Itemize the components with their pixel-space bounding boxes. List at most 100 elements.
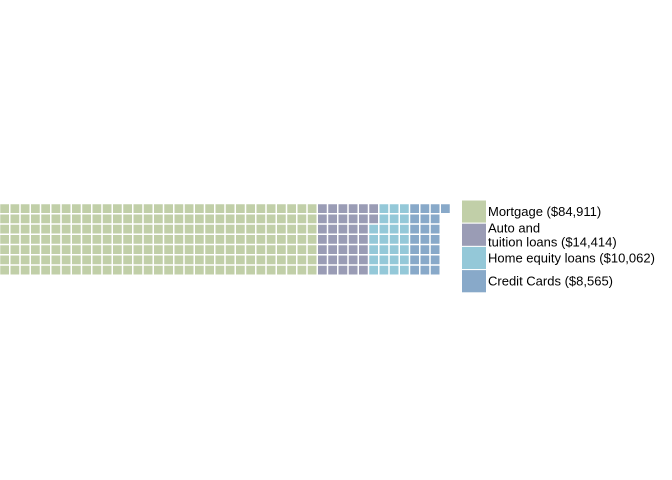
waffle-square-1 <box>236 235 245 244</box>
waffle-square-1 <box>0 255 9 265</box>
waffle-square-1 <box>297 235 307 244</box>
waffle-square-1 <box>215 255 225 265</box>
waffle-square-1 <box>133 224 143 234</box>
waffle-square-1 <box>225 224 235 234</box>
waffle-square-2 <box>359 204 368 213</box>
waffle-square-2 <box>318 265 327 275</box>
waffle-square-1 <box>123 265 132 275</box>
waffle-square-1 <box>123 255 132 265</box>
waffle-square-4 <box>410 235 419 244</box>
waffle-square-1 <box>154 265 163 275</box>
waffle-square-3 <box>400 235 409 244</box>
waffle-square-1 <box>0 214 9 224</box>
waffle-square-1 <box>0 245 9 254</box>
waffle-square-1 <box>277 235 286 244</box>
waffle-square-4 <box>430 255 440 265</box>
waffle-square-2 <box>318 224 327 234</box>
waffle-square-1 <box>174 265 184 275</box>
waffle-square-2 <box>338 245 348 254</box>
waffle-square-1 <box>72 224 81 234</box>
waffle-square-1 <box>184 235 194 244</box>
waffle-square-1 <box>246 245 255 254</box>
waffle-square-1 <box>277 214 286 224</box>
waffle-square-1 <box>215 265 225 275</box>
waffle-square-4 <box>420 245 430 254</box>
waffle-square-1 <box>154 204 163 213</box>
waffle-square-1 <box>266 224 276 234</box>
waffle-square-1 <box>287 265 296 275</box>
waffle-square-1 <box>82 224 91 234</box>
waffle-square-3 <box>369 265 378 275</box>
waffle-square-1 <box>246 265 255 275</box>
waffle-square-1 <box>164 245 173 254</box>
waffle-square-1 <box>102 245 112 254</box>
waffle-square-1 <box>133 245 143 254</box>
waffle-square-1 <box>31 255 40 265</box>
waffle-square-1 <box>20 245 30 254</box>
waffle-square-1 <box>236 214 245 224</box>
waffle-square-1 <box>143 255 153 265</box>
waffle-square-1 <box>133 214 143 224</box>
waffle-square-2 <box>359 245 368 254</box>
waffle-square-1 <box>20 265 30 275</box>
waffle-square-1 <box>307 245 317 254</box>
waffle-square-3 <box>400 245 409 254</box>
waffle-square-1 <box>102 265 112 275</box>
waffle-square-1 <box>72 204 81 213</box>
waffle-square-2 <box>338 235 348 244</box>
waffle-square-1 <box>113 224 122 234</box>
waffle-square-1 <box>277 204 286 213</box>
waffle-square-3 <box>379 265 389 275</box>
waffle-square-4 <box>430 204 440 213</box>
waffle-square-1 <box>256 204 266 213</box>
waffle-square-1 <box>31 224 40 234</box>
waffle-square-1 <box>174 255 184 265</box>
waffle-square-1 <box>102 235 112 244</box>
waffle-square-2 <box>338 255 348 265</box>
waffle-square-1 <box>41 255 50 265</box>
waffle-square-1 <box>82 214 91 224</box>
waffle-square-1 <box>72 245 81 254</box>
waffle-squares <box>0 204 450 275</box>
waffle-square-2 <box>318 204 327 213</box>
waffle-square-1 <box>164 224 173 234</box>
waffle-square-1 <box>123 224 132 234</box>
waffle-square-1 <box>154 214 163 224</box>
waffle-square-2 <box>359 255 368 265</box>
waffle-square-1 <box>72 265 81 275</box>
waffle-square-1 <box>246 224 255 234</box>
waffle-square-1 <box>92 265 102 275</box>
waffle-square-3 <box>379 204 389 213</box>
waffle-square-1 <box>133 265 143 275</box>
waffle-square-1 <box>174 235 184 244</box>
waffle-square-1 <box>31 204 40 213</box>
waffle-square-1 <box>102 255 112 265</box>
waffle-square-1 <box>297 255 307 265</box>
waffle-square-1 <box>246 214 255 224</box>
waffle-square-1 <box>184 214 194 224</box>
waffle-square-1 <box>256 245 266 254</box>
waffle-square-2 <box>359 224 368 234</box>
waffle-square-1 <box>225 235 235 244</box>
waffle-square-1 <box>277 224 286 234</box>
legend: Mortgage ($84,911)Auto and tuition loans … <box>461 199 655 294</box>
waffle-square-1 <box>113 265 122 275</box>
waffle-square-1 <box>41 235 50 244</box>
waffle-square-1 <box>256 255 266 265</box>
waffle-square-1 <box>61 265 71 275</box>
waffle-square-3 <box>400 255 409 265</box>
waffle-square-1 <box>184 204 194 213</box>
waffle-square-1 <box>287 255 296 265</box>
legend-label-2: Auto and tuition loans ($14,414) <box>488 220 617 249</box>
waffle-square-3 <box>369 245 378 254</box>
waffle-square-1 <box>236 204 245 213</box>
waffle-square-1 <box>92 255 102 265</box>
waffle-square-1 <box>215 245 225 254</box>
waffle-square-1 <box>277 245 286 254</box>
waffle-square-1 <box>174 224 184 234</box>
waffle-square-1 <box>92 224 102 234</box>
waffle-square-1 <box>184 255 194 265</box>
waffle-square-1 <box>41 214 50 224</box>
waffle-square-3 <box>379 224 389 234</box>
